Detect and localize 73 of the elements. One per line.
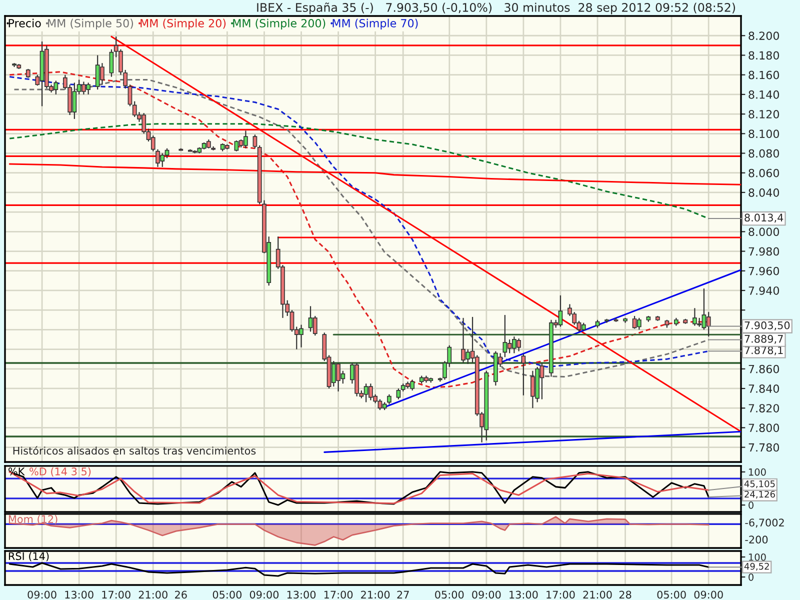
text: -200	[745, 536, 768, 544]
x-tick-label: 05:00	[657, 590, 686, 599]
y-tick-label: 8.080	[748, 149, 780, 158]
candlestick	[150, 135, 156, 152]
x-tick-label: 26	[175, 590, 187, 599]
candlestick	[128, 84, 132, 107]
y-tick-label: 8.040	[748, 188, 780, 197]
candlestick	[521, 354, 526, 396]
x-tick-label: 21:00	[583, 590, 612, 599]
y-tick-label: 7.960	[748, 266, 780, 276]
x-tick-label: 09:00	[694, 590, 723, 599]
x-tick-label: 09:00	[28, 590, 56, 599]
legend-label: MM (Simple 200)	[233, 18, 326, 30]
y-tick-label: 100	[749, 553, 766, 561]
legend-label: MM (Simple 50)	[48, 18, 134, 30]
candlestick	[502, 314, 508, 358]
series-label: %D (14 3 5)	[30, 467, 91, 477]
y-tick-label: 0	[748, 573, 754, 581]
candlestick	[252, 134, 258, 149]
y-tick-label: 7.940	[748, 286, 780, 295]
y-tick-label: 0	[748, 502, 754, 509]
series-label: RSI (14)	[8, 552, 49, 562]
x-tick-label: 05:00	[435, 590, 464, 599]
annotation: 24,126	[744, 490, 775, 499]
annotation: 49,52	[744, 562, 769, 571]
candlestick	[387, 394, 392, 405]
y-tick-label: 100	[749, 468, 766, 476]
x-tick-label: 09:00	[250, 590, 279, 599]
annotation: 7.878,1	[744, 346, 783, 356]
y-tick-label: 8.100	[748, 130, 780, 138]
legend-label: MM (Simple 20)	[140, 18, 226, 30]
x-tick-label: 13:00	[510, 590, 538, 599]
annotation: 45,105	[744, 480, 775, 488]
candlestick	[312, 315, 318, 336]
y-tick-label: 7.780	[748, 443, 780, 452]
y-tick-label: 8.180	[748, 51, 780, 60]
y-tick-label: 8.000	[748, 228, 780, 236]
x-tick-label: 09:00	[472, 590, 501, 599]
y-tick-label: 8.060	[748, 168, 780, 178]
annotation: 8.013,4	[744, 214, 784, 223]
y-tick-label: 8.160	[748, 70, 780, 80]
candlestick	[396, 388, 401, 400]
y-tick-label: 7.840	[748, 384, 780, 393]
candlestick	[109, 48, 114, 78]
x-tick-label: 13:00	[65, 590, 94, 599]
y-tick-label: 7.860	[748, 364, 780, 374]
legend-label: MM (Simple 70)	[332, 18, 418, 30]
x-tick-label: 21:00	[361, 590, 390, 599]
chart-title: IBEX - España 35 (-) 7.903,50 (-0,10%) 30 minutos 28 sep 2012 09:52 (08:52)	[257, 2, 736, 14]
x-tick-label: 17:00	[546, 590, 575, 599]
candlestick	[706, 311, 711, 338]
text: -6,7002	[745, 518, 784, 528]
x-tick-label: 17:00	[324, 590, 353, 599]
candlestick	[636, 317, 642, 330]
x-tick-label: 21:00	[138, 590, 168, 599]
x-tick-label: 17:00	[102, 590, 130, 599]
x-tick-label: 05:00	[212, 590, 242, 599]
series-label: %K	[8, 468, 25, 476]
y-tick-label: 7.980	[748, 247, 780, 256]
series-label: Mom (12)	[8, 514, 58, 524]
x-tick-label: 27	[397, 590, 409, 598]
y-tick-label: 8.140	[748, 90, 780, 99]
y-tick-label: 8.120	[748, 110, 780, 118]
annotation: Históricos alisados en saltos tras vencimientos	[13, 446, 256, 455]
annotation: 7.889,7	[744, 334, 783, 344]
y-tick-label: 7.800	[748, 424, 780, 432]
y-tick-label: 7.820	[748, 404, 780, 412]
x-tick-label: 28	[619, 590, 632, 599]
x-tick-label: 13:00	[287, 590, 316, 599]
annotation: 7.903,50	[744, 321, 790, 330]
y-tick-label: 8.200	[748, 32, 780, 40]
line-series	[8, 562, 710, 577]
text: Precio	[8, 18, 41, 28]
